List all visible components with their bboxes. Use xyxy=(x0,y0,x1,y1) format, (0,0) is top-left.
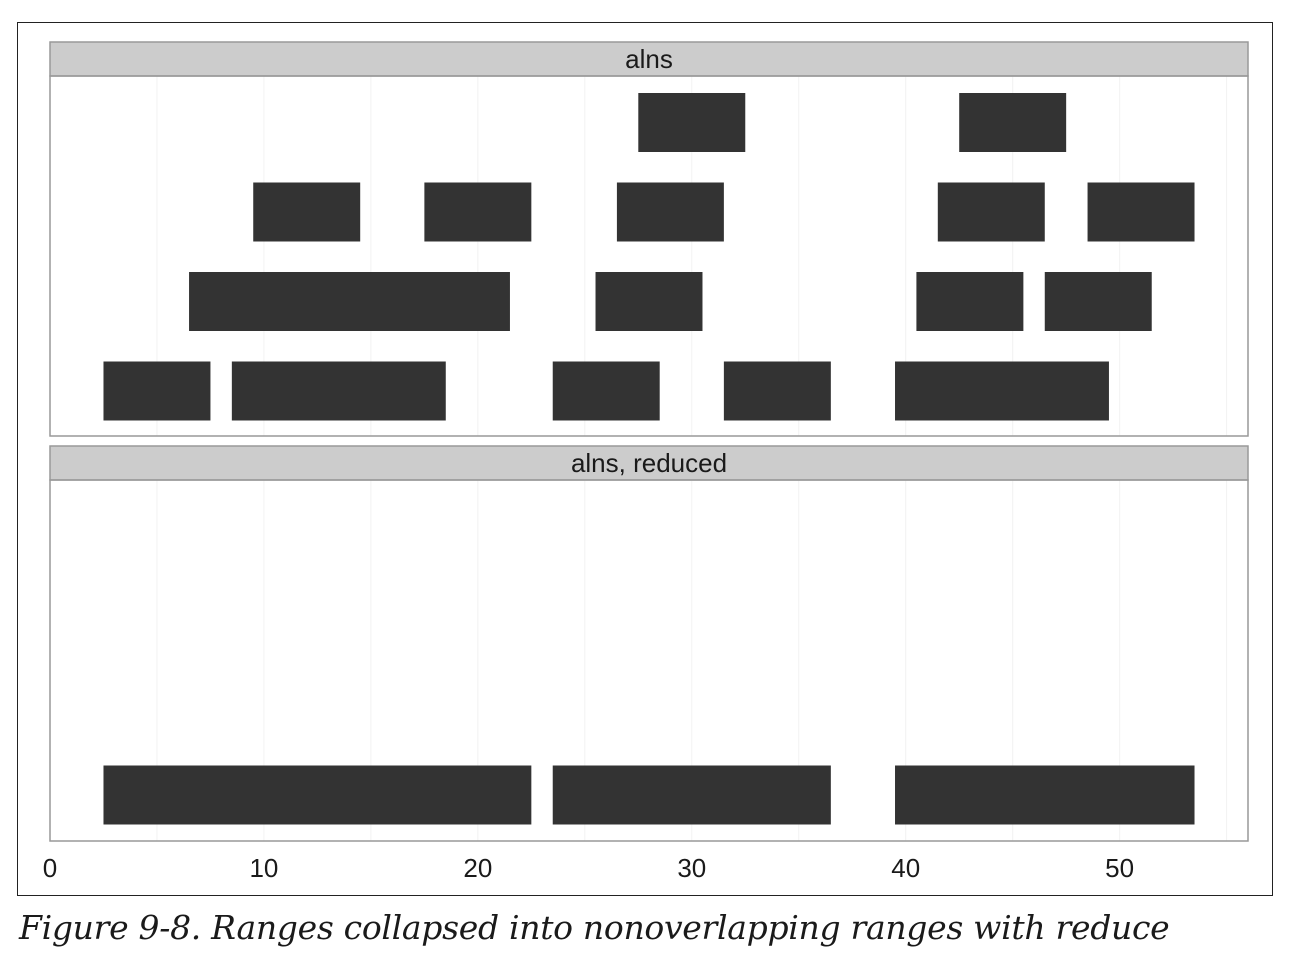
range-bar xyxy=(638,93,746,152)
range-bar xyxy=(937,182,1045,242)
x-axis: 0 10 20 30 40 50 xyxy=(43,853,1134,883)
range-bar xyxy=(895,361,1109,421)
range-bar xyxy=(959,93,1067,152)
facet-strip xyxy=(49,41,1249,77)
range-bar xyxy=(595,272,703,331)
range-bar xyxy=(916,272,1024,331)
range-bar xyxy=(103,361,211,421)
facet-strip-label: alns xyxy=(625,44,673,74)
range-bar xyxy=(1087,182,1195,242)
panel-border xyxy=(49,75,1249,437)
range-bar xyxy=(552,765,831,825)
facet-strip-label: alns, reduced xyxy=(571,448,727,478)
range-bar xyxy=(552,361,660,421)
x-tick-label: 0 xyxy=(43,853,57,883)
range-bar xyxy=(424,182,532,242)
range-bar xyxy=(189,272,510,331)
x-tick-label: 50 xyxy=(1105,853,1134,883)
x-tick-label: 20 xyxy=(463,853,492,883)
x-tick-label: 10 xyxy=(249,853,278,883)
range-bar xyxy=(723,361,831,421)
range-bar xyxy=(231,361,446,421)
figure-caption: Figure 9-8. Ranges collapsed into nonove… xyxy=(19,908,1170,947)
range-bar xyxy=(1044,272,1152,331)
range-bar xyxy=(253,182,361,242)
range-bar xyxy=(895,765,1195,825)
range-bar xyxy=(103,765,532,825)
range-bar xyxy=(616,182,724,242)
facet-strip xyxy=(49,445,1249,481)
panel-border xyxy=(49,479,1249,842)
panel-1: alns xyxy=(49,41,1249,437)
x-tick-label: 40 xyxy=(891,853,920,883)
panel-2: alns, reduced xyxy=(49,445,1249,842)
x-tick-label: 30 xyxy=(677,853,706,883)
